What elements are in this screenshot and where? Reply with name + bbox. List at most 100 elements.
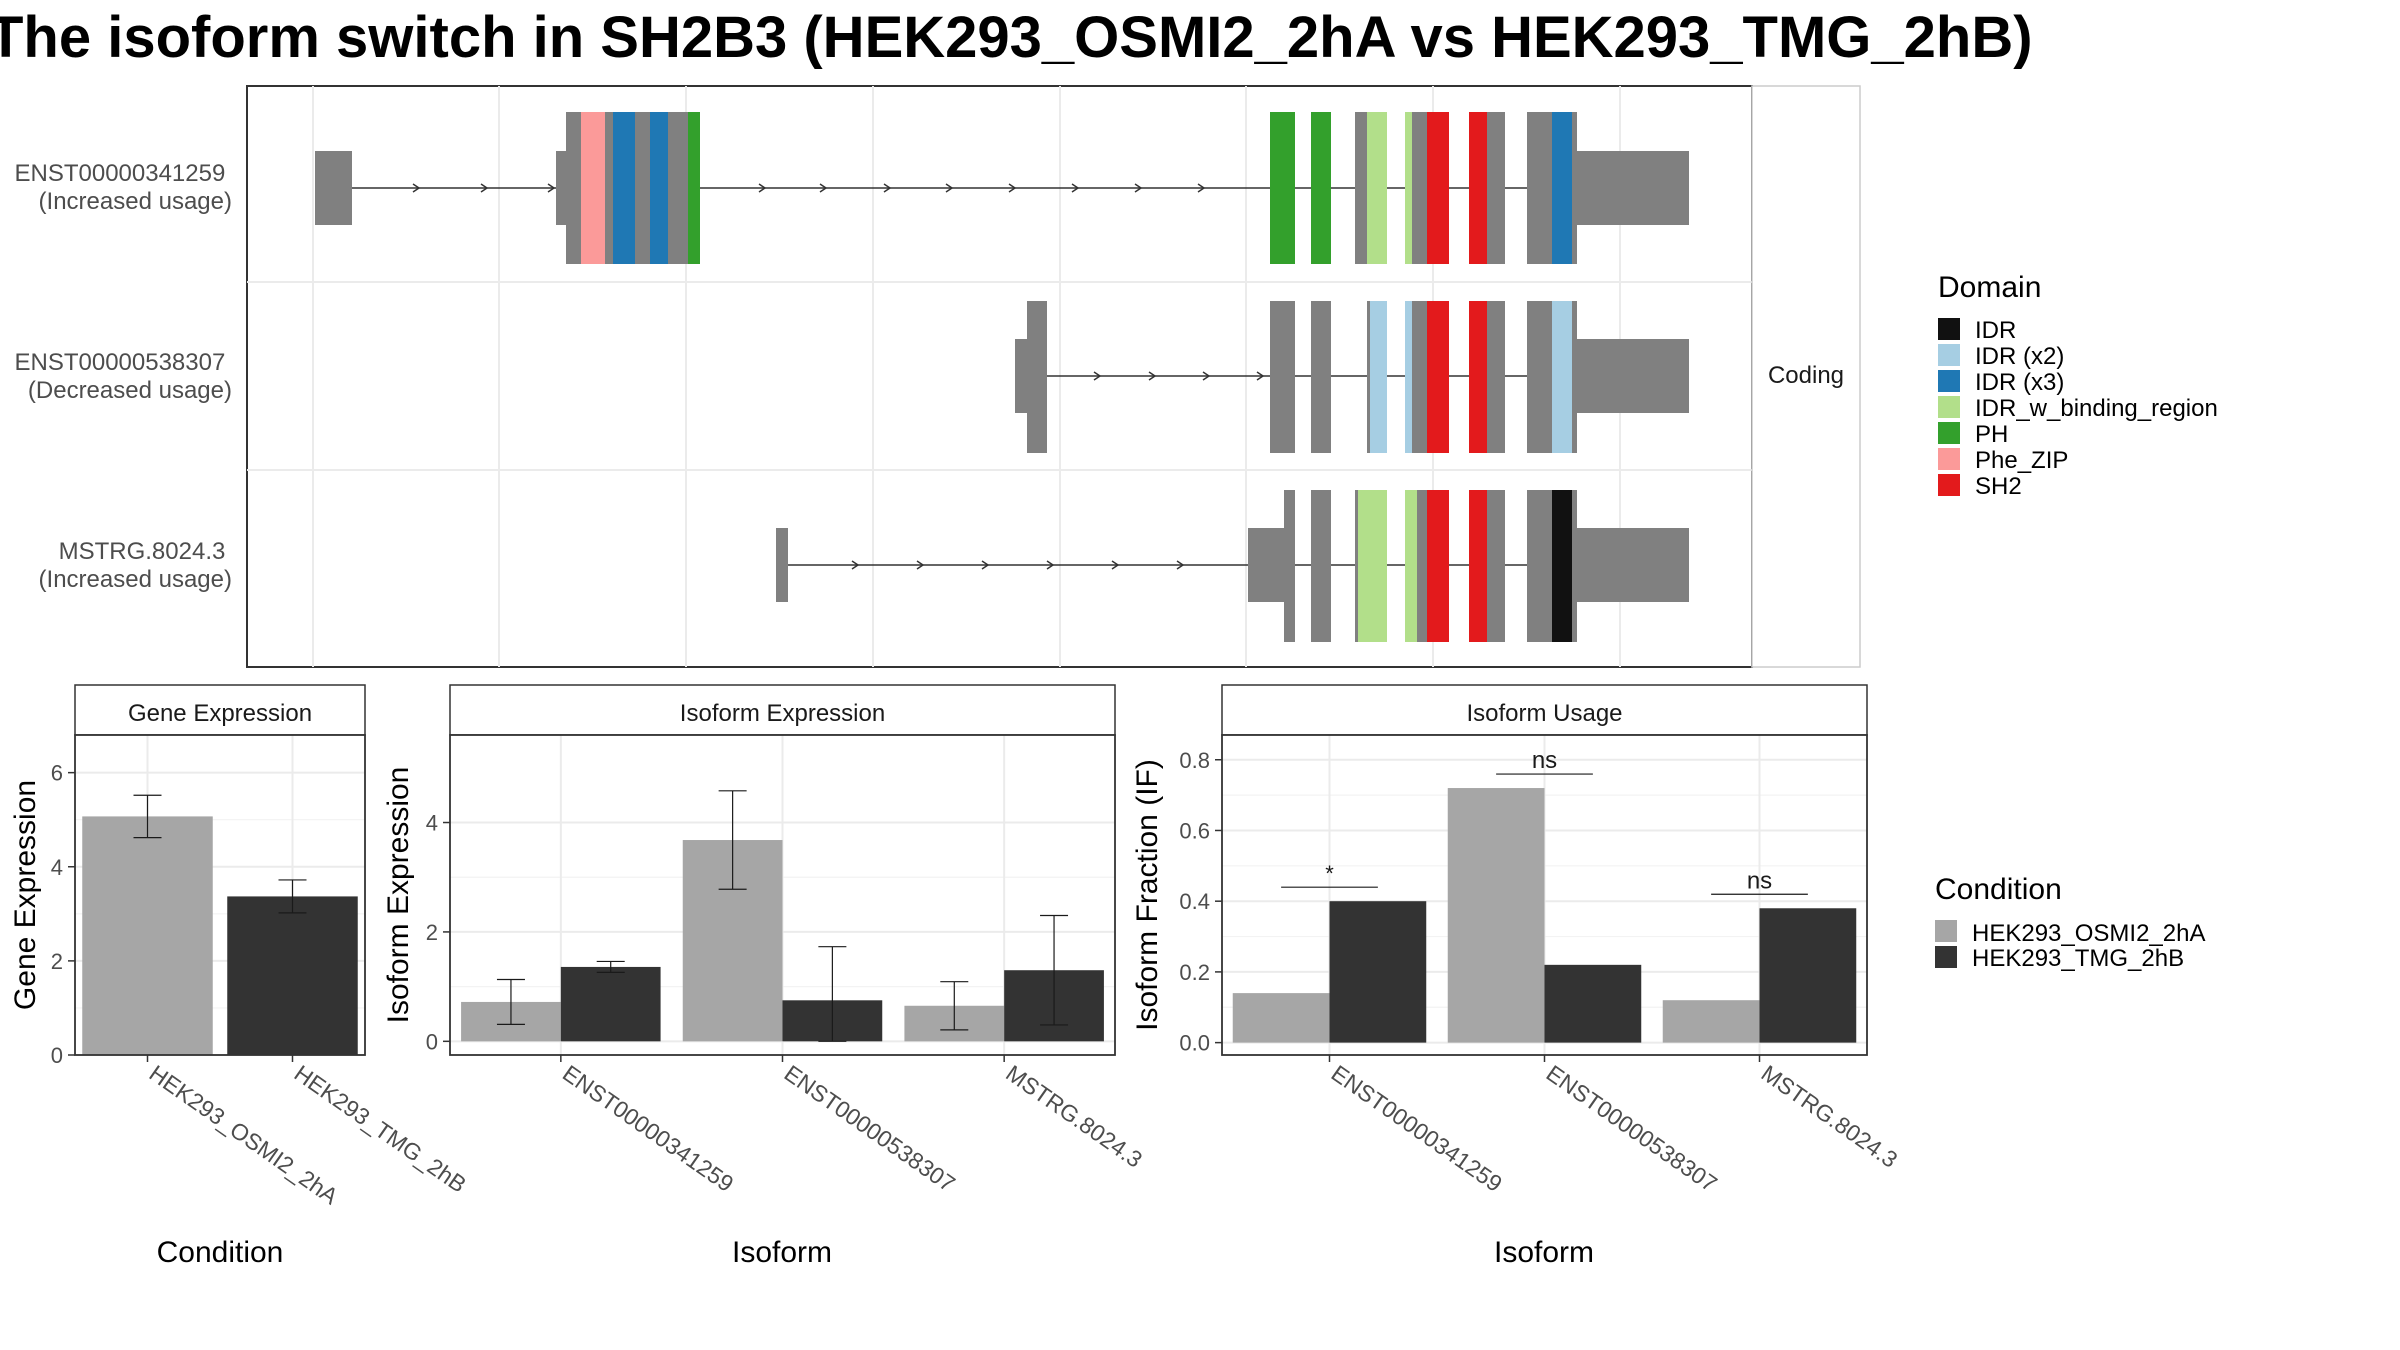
transcript-usage-1: (Increased usage) xyxy=(39,188,232,215)
significance-label: ns xyxy=(1532,747,1557,774)
y-axis-title: Isoform Fraction (IF) xyxy=(1131,759,1164,1031)
domain-idr-binding xyxy=(1405,490,1417,642)
panel-strip-title: Gene Expression xyxy=(128,700,312,727)
exon xyxy=(1577,528,1689,602)
isoform-expression-panel: Isoform Expression 0 2 4 ENST00000341259 ENST… xyxy=(382,684,1147,1269)
legend-swatch-condition-b xyxy=(1935,946,1957,968)
domain-sh2 xyxy=(1427,301,1449,453)
x-tick-label: ENST00000341259 xyxy=(1327,1060,1507,1197)
exon xyxy=(1015,339,1027,413)
legend-label-phe-zip: Phe_ZIP xyxy=(1975,447,2068,474)
exon xyxy=(1355,112,1367,264)
domain-idr-binding xyxy=(1367,112,1387,264)
bar xyxy=(560,966,661,1042)
exon xyxy=(1527,301,1552,453)
domain-sh2 xyxy=(1469,112,1487,264)
domain-ph xyxy=(1311,112,1331,264)
x-axis-title: Condition xyxy=(157,1236,284,1269)
significance-label: * xyxy=(1325,861,1334,886)
exon xyxy=(1248,528,1284,602)
domain-idr-binding xyxy=(1358,490,1387,642)
significance-label: ns xyxy=(1747,867,1772,894)
domain-idr-binding xyxy=(1405,112,1412,264)
gene-expression-panel: Gene Expression0246HEK293_OSMI2_2hAHEK29… xyxy=(9,684,471,1269)
x-tick-label: ENST00000538307 xyxy=(780,1060,960,1197)
exon xyxy=(1577,151,1689,225)
legend-label-sh2: SH2 xyxy=(1975,473,2022,500)
domain-idr xyxy=(1552,490,1572,642)
domain-idr-x2 xyxy=(1552,301,1572,453)
legend-label-condition-b: HEK293_TMG_2hB xyxy=(1972,945,2184,972)
domain-idr-x2 xyxy=(1405,301,1412,453)
domains xyxy=(1370,301,1572,453)
bar xyxy=(1544,964,1642,1043)
y-axis-title: Isoform Expression xyxy=(382,767,415,1024)
transcript-id-1: ENST00000341259 xyxy=(14,160,225,187)
exon xyxy=(556,151,566,225)
legend-label-condition-a: HEK293_OSMI2_2hA xyxy=(1972,920,2205,947)
facet-strip-coding-label: Coding xyxy=(1768,362,1844,389)
panel-strip xyxy=(449,684,1116,736)
legend-label-idr-x2: IDR (x2) xyxy=(1975,343,2064,370)
panel-strip-title: Isoform Expression xyxy=(680,700,885,727)
transcript-track-1 xyxy=(315,112,1689,264)
bar xyxy=(82,816,213,1055)
legend-swatch-idr xyxy=(1938,318,1960,340)
x-tick-label: MSTRG.8024.3 xyxy=(1001,1060,1147,1173)
bar xyxy=(1232,993,1330,1043)
x-tick-label: ENST00000341259 xyxy=(558,1060,738,1197)
transcript-label-3: MSTRG.8024.3 (Increased usage) xyxy=(39,538,232,593)
domain-ph xyxy=(1270,112,1295,264)
isoform-usage-panel: Isoform Usage * ns ns 0.0 0.2 0.4 0.6 0.8 ENST000… xyxy=(1131,684,1903,1269)
exon xyxy=(1527,490,1552,642)
y-tick-label: 0.0 xyxy=(1179,1031,1210,1056)
legend-swatch-idr-x3 xyxy=(1938,370,1960,392)
x-tick-label: MSTRG.8024.3 xyxy=(1757,1060,1903,1173)
legend-swatch-idr-x2 xyxy=(1938,344,1960,366)
exon xyxy=(1527,112,1552,264)
exon xyxy=(1270,301,1295,453)
condition-legend: Condition HEK293_OSMI2_2hA HEK293_TMG_2h… xyxy=(1935,873,2205,972)
domain-sh2 xyxy=(1469,301,1487,453)
figure-title: The isoform switch in SH2B3 (HEK293_OSMI… xyxy=(0,5,2033,70)
y-tick-label: 4 xyxy=(426,811,438,836)
transcript-track-3 xyxy=(776,490,1689,642)
domain-idr-x2 xyxy=(1370,301,1387,453)
transcript-id-3: MSTRG.8024.3 xyxy=(59,538,226,565)
exon xyxy=(776,528,788,602)
transcript-label-2: ENST00000538307 (Decreased usage) xyxy=(14,349,232,404)
y-tick-label: 0 xyxy=(426,1029,438,1054)
legend-label-idr-x3: IDR (x3) xyxy=(1975,369,2064,396)
y-tick-label: 0.6 xyxy=(1179,818,1210,843)
x-axis-title: Isoform xyxy=(1494,1236,1594,1269)
facet-strip-coding xyxy=(1751,85,1861,668)
exon xyxy=(1311,301,1331,453)
exon xyxy=(1284,490,1295,642)
panel-strip-title: Isoform Usage xyxy=(1466,700,1622,727)
y-tick-label: 6 xyxy=(51,761,63,786)
y-tick-label: 0.4 xyxy=(1179,889,1210,914)
domain-legend: Domain IDR IDR (x2) IDR (x3) IDR_w_bindi… xyxy=(1938,271,2218,500)
domain-ph xyxy=(688,112,700,264)
transcript-label-1: ENST00000341259 (Increased usage) xyxy=(14,160,232,215)
legend-swatch-idr-binding xyxy=(1938,396,1960,418)
panel-border xyxy=(74,734,366,1056)
panel-strip xyxy=(74,684,366,736)
exon xyxy=(1027,301,1047,453)
exon xyxy=(1311,490,1331,642)
domain-legend-title: Domain xyxy=(1938,271,2041,304)
panel-strip xyxy=(1221,684,1868,736)
legend-label-idr-binding: IDR_w_binding_region xyxy=(1975,395,2218,422)
domain-sh2 xyxy=(1469,490,1487,642)
intron-arrows xyxy=(412,183,1206,193)
transcript-panel: Coding ENST00000341259 (Increased usage)… xyxy=(14,85,1861,668)
bar xyxy=(1759,908,1857,1043)
y-tick-label: 0.2 xyxy=(1179,960,1210,985)
y-axis-title: Gene Expression xyxy=(9,780,42,1010)
bar xyxy=(1329,901,1427,1043)
bar xyxy=(227,896,358,1055)
legend-label-idr: IDR xyxy=(1975,317,2016,344)
domains xyxy=(1358,490,1572,642)
legend-swatch-condition-a xyxy=(1935,920,1957,942)
transcript-usage-3: (Increased usage) xyxy=(39,566,232,593)
